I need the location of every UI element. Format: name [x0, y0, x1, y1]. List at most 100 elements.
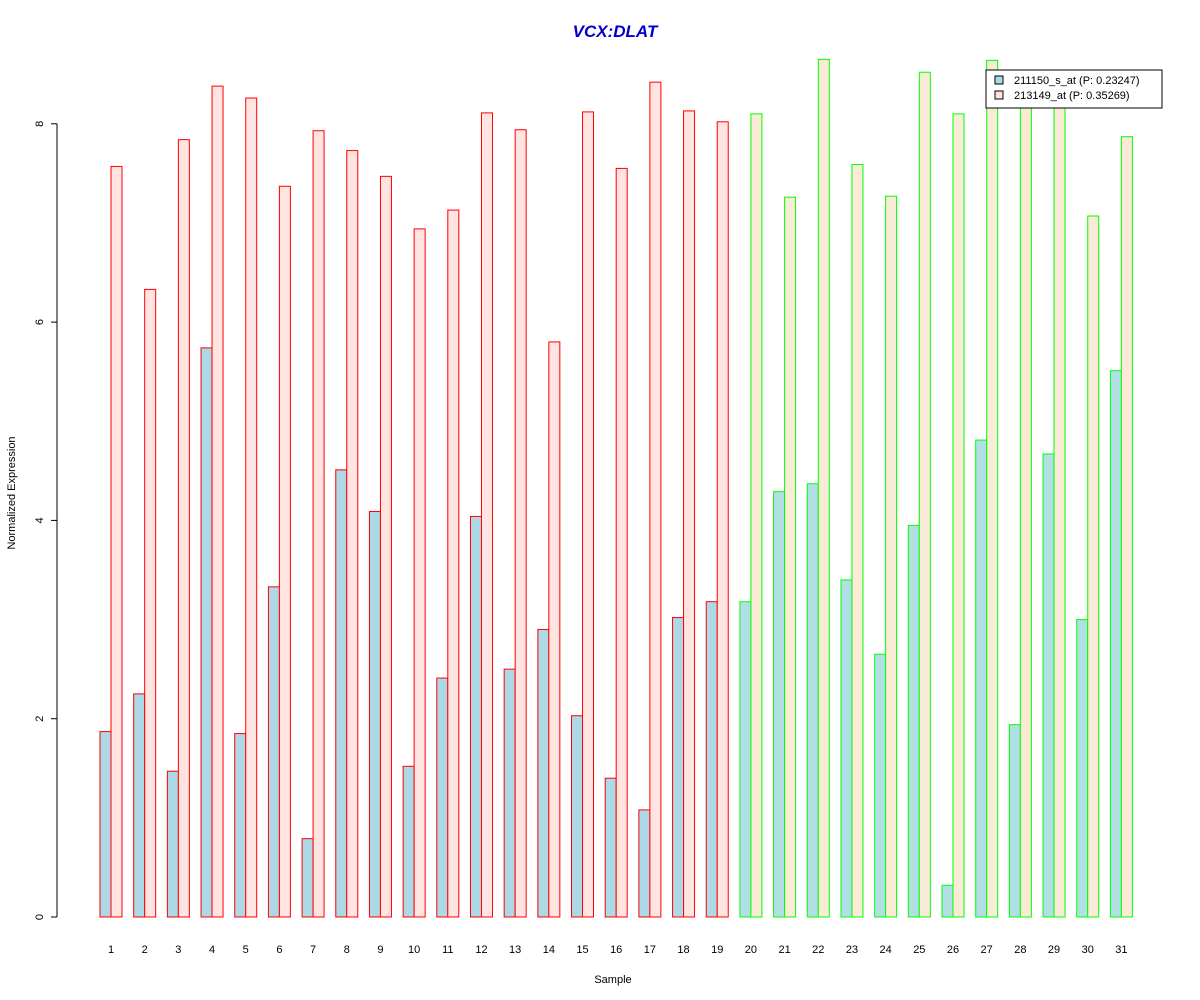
bar-sample-16-series-2 [615, 167, 628, 918]
bar-sample-31-series-1 [1109, 370, 1122, 918]
bar-sample-19-series-2 [716, 121, 729, 918]
x-tick-label: 21 [778, 944, 790, 956]
bar-sample-17-series-1 [638, 809, 651, 918]
bar-sample-24-series-2 [885, 195, 898, 918]
x-tick-label: 24 [880, 944, 892, 956]
x-tick-label: 9 [377, 944, 383, 956]
x-tick-label: 14 [543, 944, 555, 956]
bar-sample-4-series-1 [200, 347, 213, 918]
bar-sample-8-series-1 [335, 469, 348, 918]
bars-layer [99, 58, 1133, 918]
bar-sample-29-series-1 [1042, 453, 1055, 918]
x-tick-label: 4 [209, 944, 215, 956]
y-tick-label: 6 [34, 319, 46, 325]
bar-sample-17-series-2 [649, 81, 662, 918]
bar-sample-9-series-1 [368, 510, 381, 918]
bar-sample-25-series-1 [907, 524, 920, 918]
chart-title: VCX:DLAT [573, 22, 659, 41]
x-tick-label: 1 [108, 944, 114, 956]
x-tick-label: 12 [475, 944, 487, 956]
legend-label-series-2: 213149_at (P: 0.35269) [1014, 90, 1130, 102]
bar-sample-13-series-1 [503, 668, 516, 918]
bar-sample-21-series-2 [784, 196, 797, 918]
bar-sample-25-series-2 [918, 71, 931, 918]
bar-sample-22-series-2 [817, 58, 830, 918]
bar-sample-8-series-2 [346, 150, 359, 918]
bar-sample-15-series-1 [571, 715, 584, 918]
bar-sample-5-series-2 [245, 97, 258, 918]
y-axis-label: Normalized Expression [6, 436, 18, 549]
bar-sample-20-series-2 [750, 113, 763, 918]
bar-sample-12-series-2 [480, 112, 493, 918]
bar-sample-30-series-2 [1087, 215, 1100, 918]
x-tick-label: 29 [1048, 944, 1060, 956]
bar-sample-3-series-2 [177, 139, 190, 918]
bar-sample-18-series-2 [683, 110, 696, 918]
bar-sample-27-series-1 [975, 439, 988, 918]
legend-box [985, 69, 1163, 109]
legend-swatch-series-2 [994, 90, 1004, 100]
y-tick-label: 8 [34, 121, 46, 127]
bar-sample-21-series-1 [773, 491, 786, 918]
bar-sample-31-series-2 [1120, 136, 1133, 918]
bar-sample-13-series-2 [514, 129, 527, 918]
bar-sample-10-series-2 [413, 228, 426, 918]
x-tick-label: 7 [310, 944, 316, 956]
bar-sample-9-series-2 [379, 175, 392, 918]
bar-sample-12-series-1 [469, 515, 482, 918]
bar-sample-1-series-2 [110, 165, 123, 918]
bar-sample-28-series-1 [1008, 724, 1021, 918]
y-tick-label: 4 [34, 517, 46, 523]
x-tick-label: 19 [711, 944, 723, 956]
x-tick-label: 15 [576, 944, 588, 956]
bar-sample-26-series-2 [952, 113, 965, 918]
x-tick-label: 20 [745, 944, 757, 956]
bar-sample-6-series-2 [278, 185, 291, 918]
x-tick-label: 31 [1115, 944, 1127, 956]
x-tick-label: 6 [276, 944, 282, 956]
x-tick-label: 16 [610, 944, 622, 956]
bar-sample-5-series-1 [234, 733, 247, 918]
bar-sample-1-series-1 [99, 731, 112, 918]
x-tick-label: 13 [509, 944, 521, 956]
bar-sample-22-series-1 [806, 483, 819, 918]
x-axis-label: Sample [594, 974, 631, 986]
x-tick-label: 18 [677, 944, 689, 956]
bar-sample-11-series-2 [447, 209, 460, 918]
bar-sample-23-series-2 [851, 163, 864, 918]
x-tick-label: 28 [1014, 944, 1026, 956]
x-tick-label: 23 [846, 944, 858, 956]
bar-sample-26-series-1 [941, 884, 954, 918]
x-tick-label: 26 [947, 944, 959, 956]
x-tick-label: 22 [812, 944, 824, 956]
bar-sample-3-series-1 [166, 770, 179, 918]
bar-sample-19-series-1 [705, 601, 718, 918]
y-tick-label: 2 [34, 716, 46, 722]
bar-sample-2-series-1 [133, 693, 146, 918]
bar-sample-15-series-2 [582, 111, 595, 918]
x-tick-label: 17 [644, 944, 656, 956]
bar-sample-20-series-1 [739, 601, 752, 918]
x-tick-label: 5 [243, 944, 249, 956]
bar-sample-7-series-1 [301, 838, 314, 918]
bar-sample-2-series-2 [144, 288, 157, 918]
x-tick-label: 25 [913, 944, 925, 956]
bar-sample-24-series-1 [874, 653, 887, 918]
legend: 211150_s_at (P: 0.23247) 213149_at (P: 0… [985, 69, 1163, 109]
x-tick-label: 27 [981, 944, 993, 956]
bar-sample-7-series-2 [312, 130, 325, 918]
legend-swatch-series-1 [994, 75, 1004, 85]
y-tick-label: 0 [34, 914, 46, 920]
x-tick-label: 3 [175, 944, 181, 956]
bar-sample-14-series-2 [548, 341, 561, 918]
bar-sample-18-series-1 [672, 617, 685, 918]
bar-sample-6-series-1 [267, 586, 280, 918]
bar-sample-14-series-1 [537, 628, 550, 918]
bar-sample-16-series-1 [604, 777, 617, 918]
bar-sample-23-series-1 [840, 579, 853, 918]
legend-label-series-1: 211150_s_at (P: 0.23247) [1014, 75, 1140, 87]
x-tick-label: 8 [344, 944, 350, 956]
x-tick-label: 30 [1082, 944, 1094, 956]
bar-sample-30-series-1 [1076, 619, 1089, 918]
